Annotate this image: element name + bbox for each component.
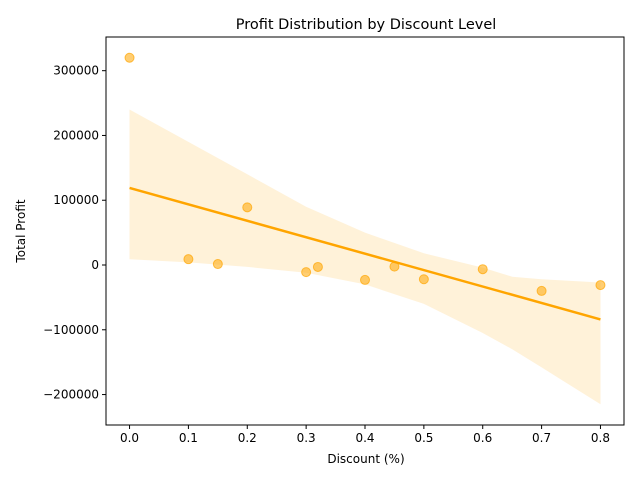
data-point <box>312 261 323 272</box>
x-tick-label: 0.4 <box>355 431 374 445</box>
data-point <box>183 254 194 265</box>
y-tick-label: −200000 <box>43 388 99 402</box>
data-point <box>536 285 547 296</box>
data-point <box>418 274 429 285</box>
chart-title: Profit Distribution by Discount Level <box>236 17 497 33</box>
x-tick-label: 0.3 <box>297 431 316 445</box>
x-tick-label: 0.5 <box>414 431 433 445</box>
x-tick-label: 0.1 <box>179 431 198 445</box>
y-tick-label: 100000 <box>53 193 99 207</box>
x-tick-label: 0.7 <box>532 431 551 445</box>
y-axis: −200000 −100000 0 100000 200000 300000 <box>43 64 106 402</box>
data-point <box>301 267 312 278</box>
y-tick-label: −100000 <box>43 323 99 337</box>
x-axis-label: Discount (%) <box>327 452 404 466</box>
x-tick-label: 0.2 <box>238 431 257 445</box>
y-tick-label: 200000 <box>53 128 99 142</box>
data-point <box>360 274 370 285</box>
y-axis-label: Total Profit <box>14 199 28 263</box>
data-point <box>595 280 606 291</box>
regression-line <box>129 186 601 321</box>
plot-area <box>124 52 606 405</box>
data-point <box>212 259 223 270</box>
data-point <box>477 264 488 275</box>
x-tick-label: 0.6 <box>473 431 492 445</box>
data-point <box>242 202 253 213</box>
x-tick-label: 0.8 <box>591 431 610 445</box>
x-axis: 0.0 0.1 0.2 0.3 0.4 0.5 0.6 0.7 0.8 <box>120 425 610 445</box>
y-tick-label: 0 <box>91 258 99 272</box>
x-tick-label: 0.0 <box>120 431 139 445</box>
data-point <box>124 52 135 63</box>
confidence-band <box>129 109 601 405</box>
y-tick-label: 300000 <box>53 64 99 78</box>
